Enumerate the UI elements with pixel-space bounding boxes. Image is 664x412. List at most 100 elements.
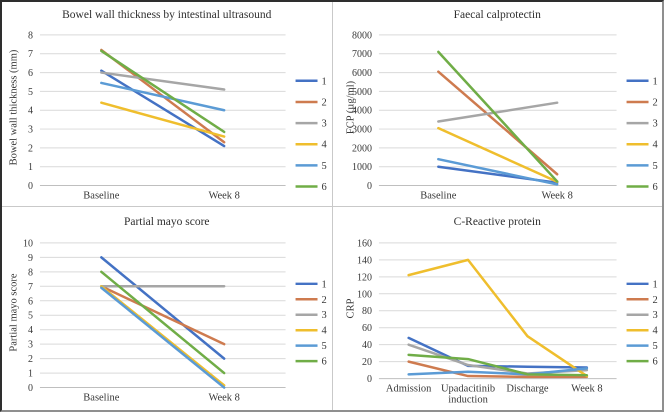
y-tick-label: 100 xyxy=(356,289,371,300)
c-reactive-protein-plot: 0 20 40 60 80 100 120 140 160 Admission Upadacitin… xyxy=(356,238,658,405)
x-category-label: Discharge xyxy=(506,383,549,394)
x-category-label: Baseline xyxy=(83,392,119,403)
series-line-2 xyxy=(406,359,588,378)
y-tick-label: 0 xyxy=(366,374,371,385)
series-line-6 xyxy=(100,270,226,374)
y-tick-label: 4 xyxy=(28,106,33,117)
partial-mayo-score-plot: 0 1 2 3 4 5 6 7 8 9 10 Baseline Week 8 1 2 3 4 5 6 xyxy=(23,238,328,403)
y-tick-label: 160 xyxy=(356,238,371,249)
y-tick-label: 1000 xyxy=(351,162,371,173)
legend-label-1: 1 xyxy=(652,279,657,290)
y-tick-label: 3 xyxy=(28,125,33,136)
legend-label-2: 2 xyxy=(652,97,657,108)
y-tick-label: 5000 xyxy=(351,87,371,98)
legend-label-6: 6 xyxy=(652,356,657,367)
x-category-label: Week 8 xyxy=(208,392,239,403)
y-tick-label: 0 xyxy=(28,383,33,394)
x-category-label: Week 8 xyxy=(208,191,239,202)
y-tick-label: 140 xyxy=(356,255,371,266)
y-tick-label: 2000 xyxy=(351,143,371,154)
y-tick-label: 20 xyxy=(361,357,371,368)
series-line-6 xyxy=(100,49,226,134)
legend-label-6: 6 xyxy=(652,182,657,193)
x-category-label: Upadacitinib induction xyxy=(440,383,494,405)
y-tick-label: 1 xyxy=(28,368,33,379)
legend-label-2: 2 xyxy=(322,294,327,305)
legend-label-1: 1 xyxy=(322,76,327,87)
y-tick-label: 8000 xyxy=(351,30,371,41)
legend-label-3: 3 xyxy=(652,119,657,130)
legend-label-5: 5 xyxy=(652,161,657,172)
legend-label-2: 2 xyxy=(322,97,327,108)
y-tick-label: 7000 xyxy=(351,49,371,60)
legend-label-5: 5 xyxy=(322,161,327,172)
series-line-5 xyxy=(436,157,558,186)
series-line-1 xyxy=(100,255,226,360)
series-line-5 xyxy=(406,366,588,376)
series-line-5 xyxy=(100,81,226,112)
chart-title: Bowel wall thickness by intestinal ultra… xyxy=(62,9,272,21)
chart-panel-bowel-wall-thickness: Bowel wall thickness by intestinal ultra… xyxy=(2,2,332,206)
series-line-6 xyxy=(436,50,558,183)
series-line-3 xyxy=(436,101,558,123)
y-tick-label: 6 xyxy=(28,68,33,79)
y-tick-label: 2 xyxy=(28,143,33,154)
y-tick-label: 120 xyxy=(356,272,371,283)
legend-label-4: 4 xyxy=(322,140,328,151)
series-line-3 xyxy=(100,71,226,91)
chart-title: Faecal calprotectin xyxy=(453,9,541,21)
legend-label-2: 2 xyxy=(652,294,657,305)
y-tick-label: 40 xyxy=(361,340,371,351)
chart-panel-faecal-calprotectin: Faecal calprotectin FCP (µg/ml) 0 1000 200… xyxy=(332,2,662,206)
x-category-label: Admission xyxy=(385,383,431,394)
legend-label-1: 1 xyxy=(652,76,657,87)
y-tick-label: 60 xyxy=(361,323,371,334)
y-tick-label: 8 xyxy=(28,267,33,278)
y-tick-label: 3 xyxy=(28,339,33,350)
legend-label-4: 4 xyxy=(652,140,658,151)
legend-label-1: 1 xyxy=(322,279,327,290)
y-tick-label: 7 xyxy=(28,49,33,60)
y-tick-label: 8 xyxy=(28,30,33,41)
series-line-6 xyxy=(406,353,588,376)
legend-label-6: 6 xyxy=(322,182,327,193)
y-tick-label: 5 xyxy=(28,310,33,321)
legend-label-3: 3 xyxy=(322,119,327,130)
series-line-5 xyxy=(100,286,226,389)
y-tick-label: 4000 xyxy=(351,106,371,117)
x-category-label: Week 8 xyxy=(571,383,602,394)
y-tick-label: 6 xyxy=(28,296,33,307)
series-line-4 xyxy=(100,101,226,138)
y-tick-label: 9 xyxy=(28,252,33,263)
y-tick-label: 80 xyxy=(361,306,371,317)
x-category-label: Week 8 xyxy=(541,191,572,202)
y-tick-label: 2 xyxy=(28,354,33,365)
y-tick-label: 6000 xyxy=(351,68,371,79)
y-tick-label: 5 xyxy=(28,87,33,98)
y-tick-label: 4 xyxy=(28,325,33,336)
faecal-calprotectin-plot: 0 1000 2000 3000 4000 5000 6000 7000 8000 Baselin… xyxy=(351,30,658,202)
y-tick-label: 3000 xyxy=(351,125,371,136)
series-line-2 xyxy=(100,284,226,345)
series-line-2 xyxy=(436,70,558,176)
legend-label-4: 4 xyxy=(652,325,658,336)
legend-label-3: 3 xyxy=(322,310,327,321)
series-line-4 xyxy=(406,258,588,377)
x-category-label: Baseline xyxy=(420,191,456,202)
y-tick-label: 0 xyxy=(366,181,371,192)
x-category-label: Baseline xyxy=(83,191,119,202)
legend-label-5: 5 xyxy=(652,341,657,352)
legend-label-6: 6 xyxy=(322,356,327,367)
legend-label-4: 4 xyxy=(322,325,328,336)
chart-title: C-Reactive protein xyxy=(453,215,541,228)
chart-title: Partial mayo score xyxy=(123,215,210,228)
series-line-1 xyxy=(100,69,226,148)
series-line-4 xyxy=(436,126,558,184)
y-tick-label: 10 xyxy=(23,238,33,249)
legend-label-5: 5 xyxy=(322,341,327,352)
legend-label-3: 3 xyxy=(652,310,657,321)
chart-panel-c-reactive-protein: C-Reactive protein CRP 0 20 40 60 80 100 120 14… xyxy=(332,206,662,410)
y-tick-label: 0 xyxy=(28,181,33,192)
